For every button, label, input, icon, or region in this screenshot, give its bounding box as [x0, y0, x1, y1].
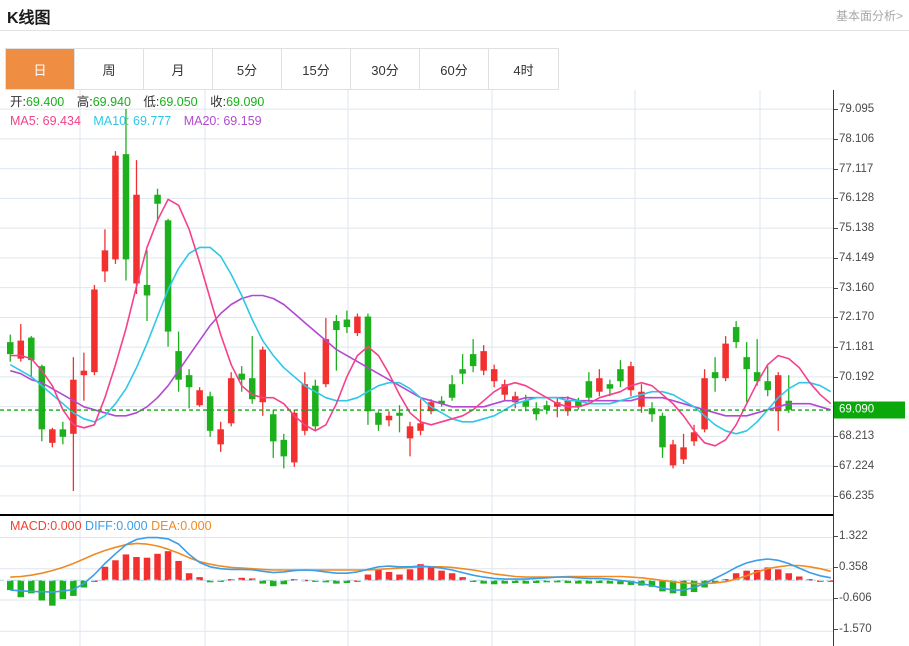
ma10-value: 69.777: [133, 114, 172, 128]
open-label: 开:: [10, 95, 26, 109]
price-axis-tick: 70.192: [834, 371, 874, 383]
period-tab-label: 60分: [440, 62, 468, 78]
period-tab-label: 15分: [302, 62, 330, 78]
price-axis-tick: 74.149: [834, 252, 874, 264]
candlestick-svg: [0, 90, 833, 513]
price-axis-tick: 73.160: [834, 282, 874, 294]
price-chart-panel[interactable]: [0, 90, 833, 513]
axis-tick-mark: [834, 436, 838, 438]
axis-tick-mark: [834, 376, 838, 378]
axis-tick-mark: [834, 198, 838, 200]
diff-label: DIFF:: [85, 519, 117, 533]
ma10-label: MA10:: [93, 114, 130, 128]
ma20-label: MA20:: [183, 114, 220, 128]
diff-value: 0.000: [116, 519, 148, 533]
axis-tick-mark: [834, 109, 838, 111]
close-label: 收:: [210, 95, 227, 109]
price-axis-tick: 79.095: [834, 103, 874, 115]
ohlc-row: 开:69.400 高:69.940 低:69.050 收:69.090: [10, 93, 264, 112]
ma20-value: 69.159: [223, 114, 262, 128]
macd-axis-tick: -1.570: [834, 623, 872, 635]
period-tab-label: 30分: [371, 62, 399, 78]
axis-tick-mark: [834, 257, 838, 259]
period-tab-label: 周: [102, 62, 116, 78]
axis-tick-mark: [834, 287, 838, 289]
price-axis-tick: 71.181: [834, 341, 874, 353]
axis-tick-mark: [834, 495, 838, 497]
page-title: K线图: [7, 10, 51, 27]
axis-tick-mark: [834, 629, 838, 631]
period-tab-label: 月: [171, 62, 185, 78]
period-tab-0[interactable]: 日: [6, 49, 75, 89]
price-axis-tick: 78.106: [834, 133, 874, 145]
price-axis-tick: 72.170: [834, 311, 874, 323]
macd-svg: [0, 516, 833, 646]
macd-axis-tick: 1.322: [834, 530, 868, 542]
period-tab-6[interactable]: 60分: [420, 49, 489, 89]
macd-value: 0.000: [50, 519, 82, 533]
high-value: 69.940: [92, 95, 131, 109]
dea-label: DEA:: [151, 519, 181, 533]
axis-tick-mark: [834, 138, 838, 140]
price-axis-tick: 76.128: [834, 192, 874, 204]
ohlc-legend: 开:69.400 高:69.940 低:69.050 收:69.090 MA5:…: [10, 93, 264, 131]
period-tab-label: 5分: [236, 62, 258, 78]
axis-tick-mark: [834, 466, 838, 468]
axis-tick-mark: [834, 347, 838, 349]
fundamental-analysis-link[interactable]: 基本面分析>: [835, 9, 903, 23]
macd-label: MACD:: [10, 519, 51, 533]
high-label: 高:: [76, 95, 93, 109]
period-tab-5[interactable]: 30分: [351, 49, 420, 89]
price-axis-tick: 66.235: [834, 490, 874, 502]
ma-row: MA5: 69.434 MA10: 69.777 MA20: 69.159: [10, 112, 264, 131]
period-tab-label: 日: [33, 62, 47, 78]
period-tab-3[interactable]: 5分: [213, 49, 282, 89]
macd-axis-tick: 0.358: [834, 561, 868, 573]
axis-tick-mark: [834, 168, 838, 170]
price-axis-tick: 75.138: [834, 222, 874, 234]
axis-tick-mark: [834, 317, 838, 319]
macd-legend: MACD:0.000 DIFF:0.000 DEA:0.000: [10, 519, 212, 533]
period-tab-1[interactable]: 周: [75, 49, 144, 89]
macd-chart-panel[interactable]: [0, 514, 833, 646]
dea-value: 0.000: [180, 519, 212, 533]
axis-tick-mark: [834, 535, 838, 537]
axis-tick-mark: [834, 566, 838, 568]
axis-tick-mark: [834, 598, 838, 600]
ma5-value: 69.434: [42, 114, 81, 128]
price-axis-tick: 77.117: [834, 163, 873, 175]
period-tab-label: 4时: [513, 62, 534, 78]
price-axis-tick: 67.224: [834, 460, 874, 472]
period-tab-4[interactable]: 15分: [282, 49, 351, 89]
low-label: 低:: [143, 95, 160, 109]
open-value: 69.400: [25, 95, 65, 109]
price-axis-tick: 68.213: [834, 430, 874, 442]
macd-axis-tick: -0.606: [834, 592, 872, 604]
low-value: 69.050: [159, 95, 198, 109]
axis-tick-mark: [834, 228, 838, 230]
y-axis-panel: 79.095 78.106 77.117 76.128 75.138 74.149 73.1…: [833, 90, 909, 646]
close-value: 69.090: [226, 95, 265, 109]
period-tab-2[interactable]: 月: [144, 49, 213, 89]
current-price-badge: 69.090: [834, 401, 905, 419]
period-tab-7[interactable]: 4时: [489, 49, 558, 89]
page-header: K线图 基本面分析>: [0, 0, 909, 31]
ma5-label: MA5:: [10, 114, 40, 128]
period-tab-bar: 日 周 月 5分 15分 30分 60分 4时: [5, 48, 559, 90]
